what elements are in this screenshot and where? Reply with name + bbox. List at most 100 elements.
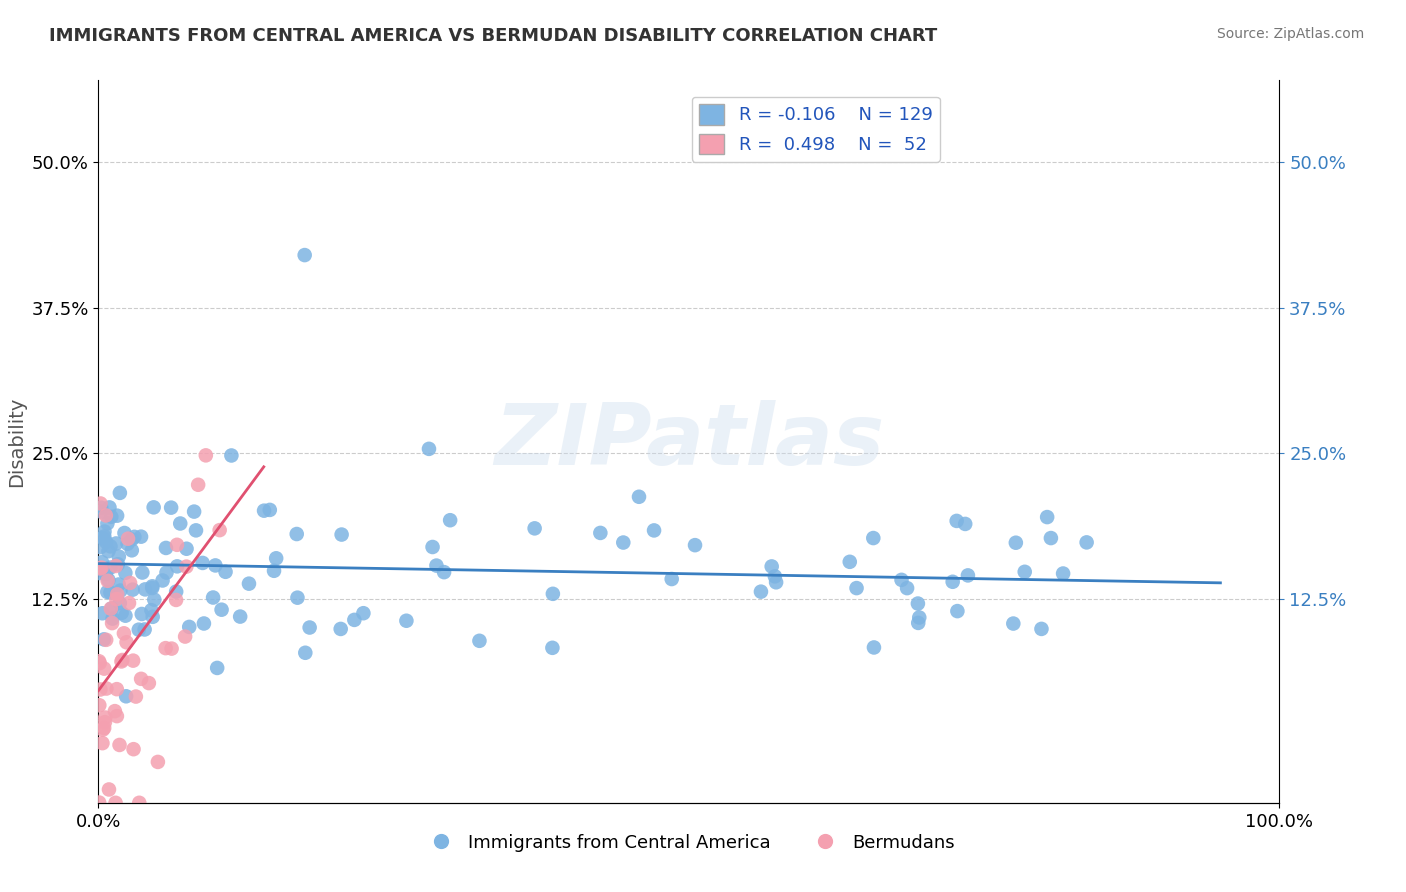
Immigrants from Central America bbox=[90, 505, 112, 519]
Immigrants from Central America bbox=[124, 530, 146, 544]
Immigrants from Central America bbox=[93, 529, 115, 543]
Text: ZIPatlas: ZIPatlas bbox=[494, 400, 884, 483]
Immigrants from Central America bbox=[141, 581, 163, 595]
Immigrants from Central America bbox=[166, 559, 188, 574]
Immigrants from Central America bbox=[1039, 531, 1062, 545]
Immigrants from Central America bbox=[91, 607, 114, 621]
Immigrants from Central America bbox=[89, 566, 111, 580]
Bermudans bbox=[110, 655, 132, 669]
Immigrants from Central America bbox=[111, 606, 134, 620]
Immigrants from Central America bbox=[541, 587, 564, 601]
Immigrants from Central America bbox=[128, 623, 150, 637]
Immigrants from Central America bbox=[956, 568, 979, 582]
Bermudans bbox=[93, 721, 115, 735]
Immigrants from Central America bbox=[141, 579, 163, 593]
Bermudans bbox=[128, 796, 150, 810]
Immigrants from Central America bbox=[523, 521, 546, 535]
Immigrants from Central America bbox=[890, 573, 912, 587]
Immigrants from Central America bbox=[155, 566, 177, 580]
Immigrants from Central America bbox=[953, 516, 976, 531]
Immigrants from Central America bbox=[134, 582, 156, 597]
Bermudans bbox=[105, 592, 128, 607]
Immigrants from Central America bbox=[395, 614, 418, 628]
Bermudans bbox=[91, 736, 114, 750]
Immigrants from Central America bbox=[896, 581, 918, 595]
Immigrants from Central America bbox=[418, 442, 440, 456]
Legend: Immigrants from Central America, Bermudans: Immigrants from Central America, Bermuda… bbox=[416, 826, 962, 859]
Bermudans bbox=[89, 561, 111, 575]
Immigrants from Central America bbox=[108, 486, 131, 500]
Immigrants from Central America bbox=[343, 613, 366, 627]
Immigrants from Central America bbox=[176, 541, 198, 556]
Immigrants from Central America bbox=[589, 525, 612, 540]
Bermudans bbox=[105, 587, 128, 601]
Immigrants from Central America bbox=[763, 569, 786, 583]
Bermudans bbox=[117, 532, 139, 546]
Bermudans bbox=[112, 626, 135, 640]
Immigrants from Central America bbox=[433, 565, 456, 579]
Bermudans bbox=[105, 709, 128, 723]
Immigrants from Central America bbox=[100, 585, 122, 599]
Immigrants from Central America bbox=[169, 516, 191, 531]
Immigrants from Central America bbox=[117, 537, 139, 551]
Bermudans bbox=[194, 448, 217, 462]
Bermudans bbox=[100, 601, 122, 615]
Bermudans bbox=[90, 560, 112, 574]
Bermudans bbox=[138, 676, 160, 690]
Immigrants from Central America bbox=[91, 531, 114, 545]
Immigrants from Central America bbox=[1005, 535, 1028, 549]
Immigrants from Central America bbox=[110, 583, 132, 598]
Immigrants from Central America bbox=[107, 558, 129, 572]
Immigrants from Central America bbox=[129, 530, 152, 544]
Immigrants from Central America bbox=[91, 555, 114, 569]
Immigrants from Central America bbox=[93, 632, 115, 647]
Bermudans bbox=[94, 508, 117, 523]
Immigrants from Central America bbox=[107, 577, 129, 591]
Immigrants from Central America bbox=[100, 509, 122, 524]
Immigrants from Central America bbox=[765, 575, 787, 590]
Immigrants from Central America bbox=[749, 584, 772, 599]
Immigrants from Central America bbox=[114, 526, 136, 541]
Bermudans bbox=[174, 630, 197, 644]
Bermudans bbox=[94, 710, 117, 724]
Immigrants from Central America bbox=[253, 504, 276, 518]
Immigrants from Central America bbox=[142, 609, 165, 624]
Immigrants from Central America bbox=[643, 524, 665, 538]
Immigrants from Central America bbox=[191, 556, 214, 570]
Immigrants from Central America bbox=[439, 513, 461, 527]
Bermudans bbox=[166, 538, 188, 552]
Bermudans bbox=[104, 796, 127, 810]
Immigrants from Central America bbox=[184, 524, 207, 538]
Immigrants from Central America bbox=[204, 558, 226, 573]
Bermudans bbox=[122, 742, 145, 756]
Immigrants from Central America bbox=[183, 505, 205, 519]
Immigrants from Central America bbox=[143, 592, 166, 607]
Immigrants from Central America bbox=[96, 516, 118, 531]
Immigrants from Central America bbox=[134, 623, 156, 637]
Immigrants from Central America bbox=[908, 610, 931, 624]
Bermudans bbox=[122, 654, 145, 668]
Immigrants from Central America bbox=[1031, 622, 1053, 636]
Bermudans bbox=[155, 641, 177, 656]
Bermudans bbox=[208, 523, 231, 537]
Bermudans bbox=[98, 782, 121, 797]
Immigrants from Central America bbox=[238, 576, 260, 591]
Immigrants from Central America bbox=[221, 449, 243, 463]
Immigrants from Central America bbox=[661, 572, 683, 586]
Immigrants from Central America bbox=[121, 543, 143, 558]
Immigrants from Central America bbox=[90, 500, 112, 515]
Immigrants from Central America bbox=[97, 573, 120, 587]
Immigrants from Central America bbox=[108, 596, 131, 610]
Immigrants from Central America bbox=[131, 607, 153, 621]
Immigrants from Central America bbox=[612, 535, 634, 549]
Bermudans bbox=[89, 698, 111, 713]
Bermudans bbox=[160, 641, 183, 656]
Immigrants from Central America bbox=[1052, 566, 1074, 581]
Immigrants from Central America bbox=[541, 640, 564, 655]
Bermudans bbox=[89, 496, 111, 510]
Immigrants from Central America bbox=[100, 540, 122, 554]
Immigrants from Central America bbox=[97, 544, 120, 558]
Bermudans bbox=[93, 662, 115, 676]
Bermudans bbox=[187, 477, 209, 491]
Bermudans bbox=[91, 723, 114, 737]
